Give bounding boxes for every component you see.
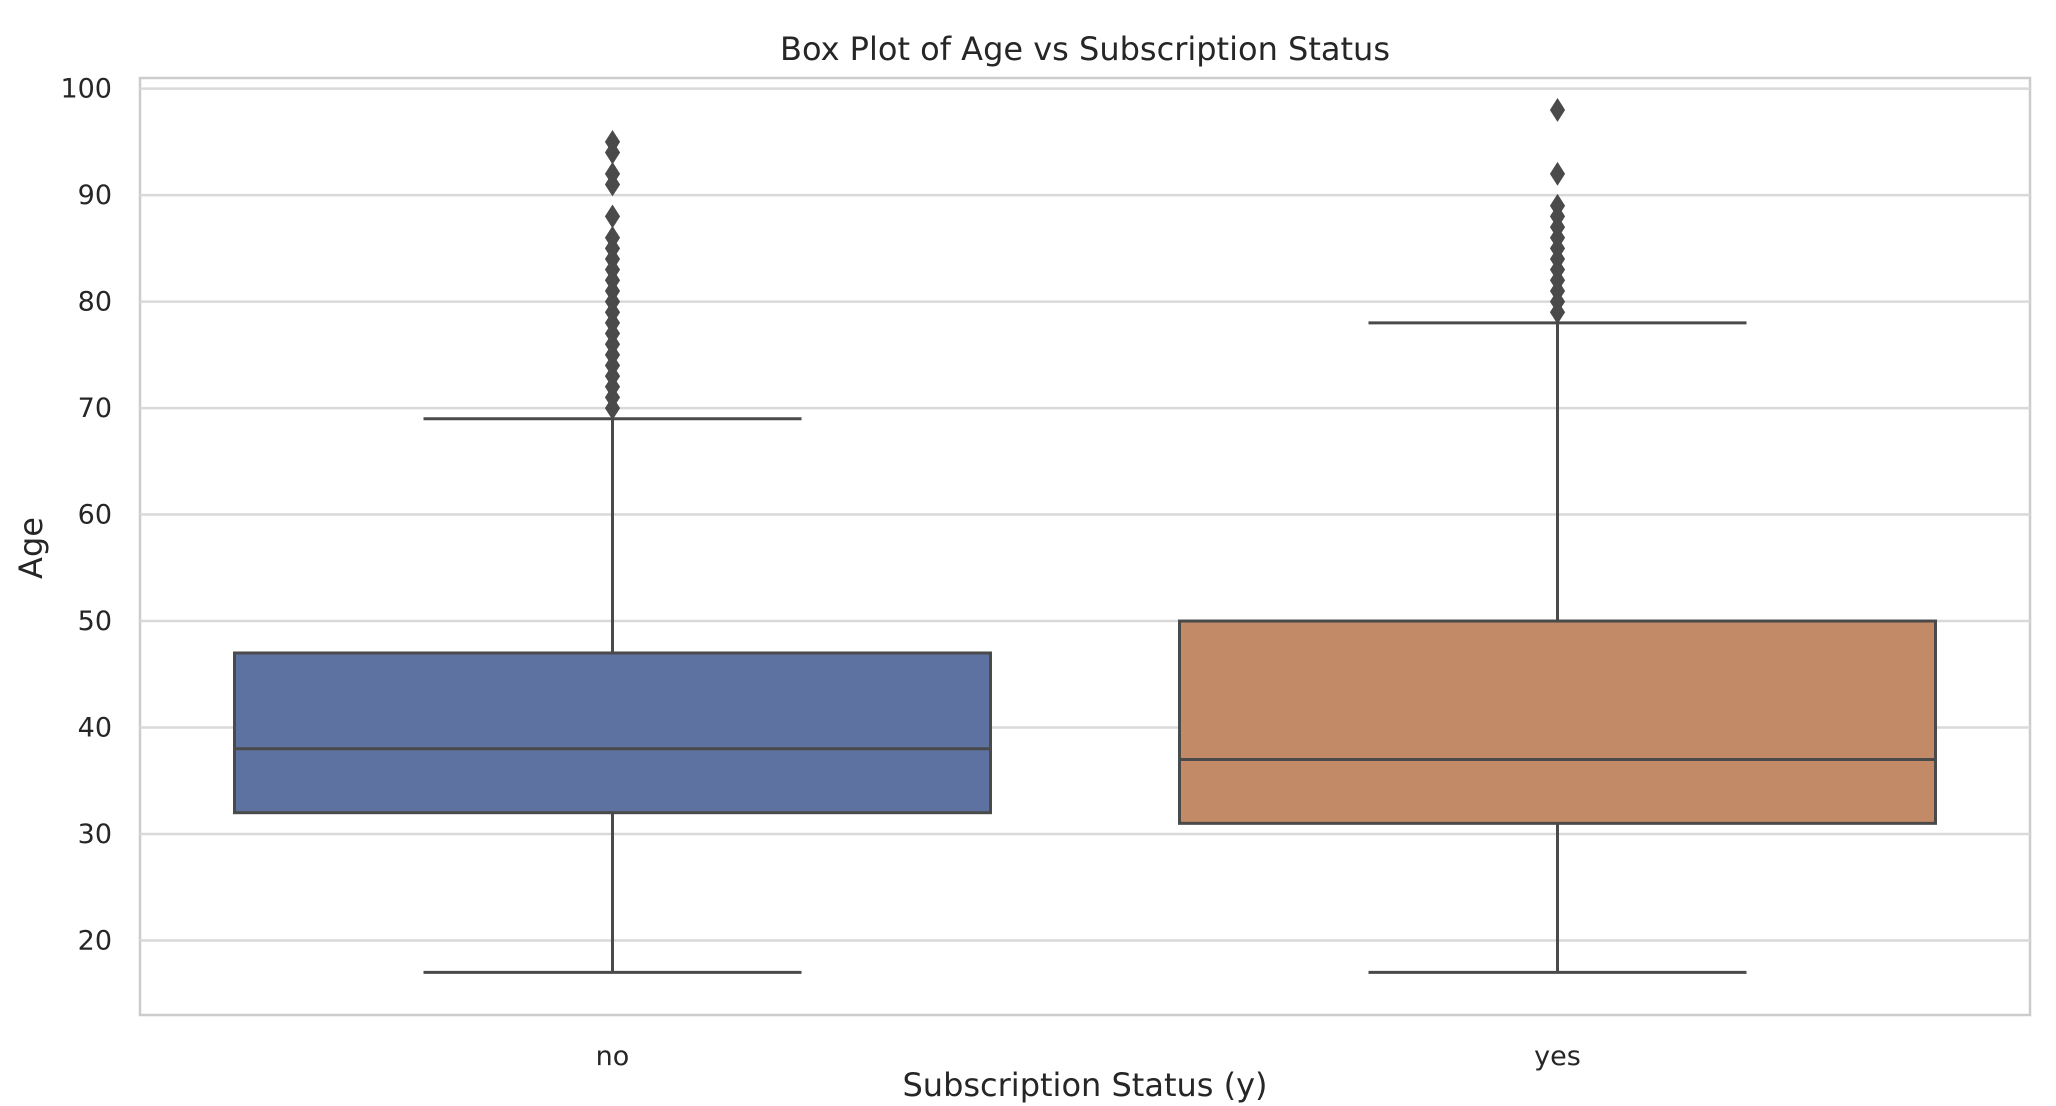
y-tick-label-100: 100 <box>60 74 112 105</box>
outlier-no-95 <box>604 129 621 154</box>
y-tick-label-20: 20 <box>78 925 112 956</box>
y-tick-label-70: 70 <box>78 393 112 424</box>
y-tick-label-30: 30 <box>78 819 112 850</box>
y-tick-label-50: 50 <box>78 606 112 637</box>
chart-title: Box Plot of Age vs Subscription Status <box>780 30 1390 68</box>
x-axis-label: Subscription Status (y) <box>902 1066 1267 1104</box>
boxes <box>233 98 1937 974</box>
y-tick-labels: 20 30 40 50 60 70 80 90 100 <box>60 74 112 957</box>
x-tick-label-yes: yes <box>1534 1041 1581 1072</box>
x-tick-label-no: no <box>596 1041 630 1072</box>
y-axis-label: Age <box>12 517 50 579</box>
box-yes <box>1178 619 1937 825</box>
box-no <box>233 651 992 815</box>
y-tick-label-60: 60 <box>78 500 112 531</box>
plot-area <box>138 76 2032 1017</box>
box-group-no <box>233 129 992 974</box>
y-tick-label-40: 40 <box>78 713 112 744</box>
outlier-no-92 <box>604 161 621 186</box>
x-tick-labels: no yes <box>596 1041 1581 1072</box>
y-tick-label-80: 80 <box>78 287 112 318</box>
outlier-yes-98 <box>1549 98 1566 122</box>
outlier-no-88 <box>604 204 621 229</box>
outlier-yes-89 <box>1549 193 1566 218</box>
box-group-yes <box>1178 98 1937 974</box>
y-tick-label-90: 90 <box>78 180 112 211</box>
outlier-yes-92 <box>1549 161 1566 186</box>
outlier-no-86 <box>604 225 621 250</box>
